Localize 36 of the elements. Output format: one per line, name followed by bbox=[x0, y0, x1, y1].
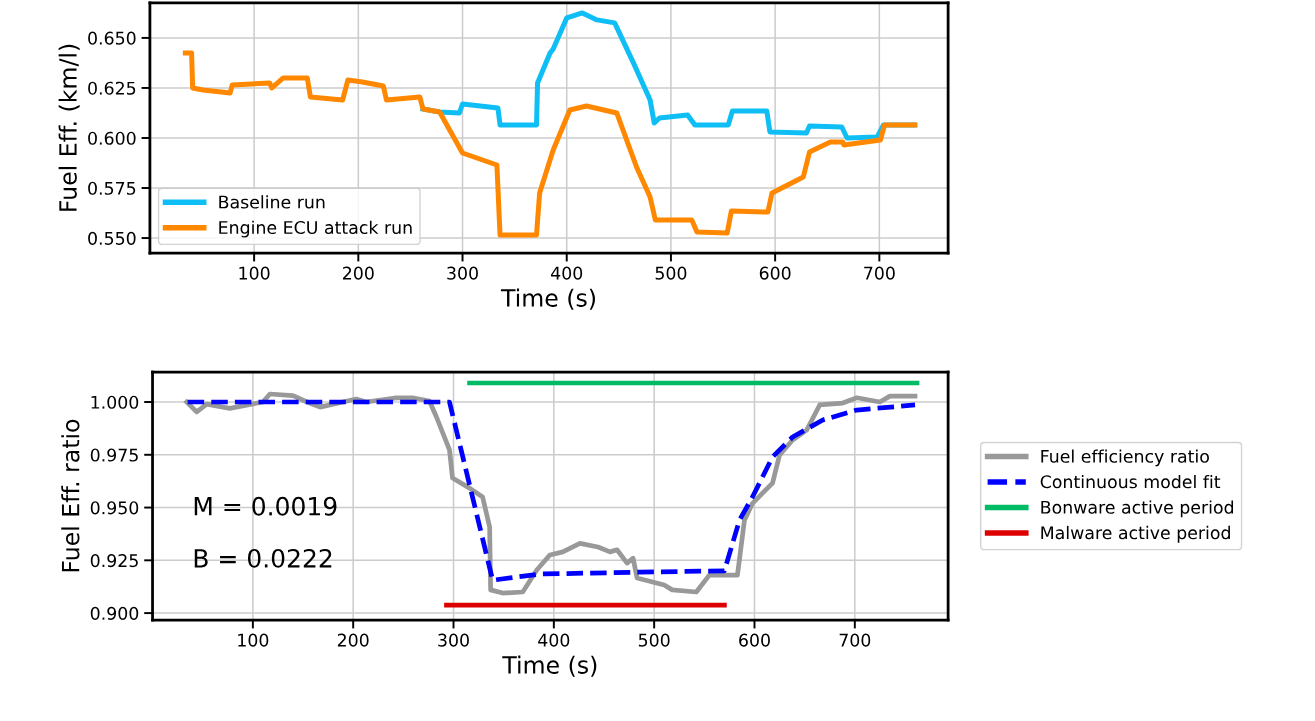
y-tick-label: 0.550 bbox=[88, 231, 136, 245]
x-tick-label: 700 bbox=[839, 633, 871, 647]
x-tick-label: 700 bbox=[864, 266, 895, 280]
x-tick-label: 400 bbox=[551, 266, 583, 280]
y-axis-title: Fuel Eff. ratio bbox=[61, 419, 80, 572]
legend-label: Engine ECU attack run bbox=[219, 220, 412, 238]
y-tick-label: 0.575 bbox=[88, 181, 136, 195]
y-tick-label: 0.950 bbox=[90, 501, 139, 515]
legend-label: Baseline run bbox=[219, 195, 325, 209]
y-tick-label: 0.650 bbox=[88, 31, 136, 45]
x-tick-label: 100 bbox=[238, 633, 269, 647]
y-tick-label: 0.925 bbox=[90, 554, 138, 568]
x-tick-label: 100 bbox=[239, 266, 270, 280]
y-tick-label: 0.900 bbox=[90, 606, 139, 620]
x-axis-title: Time (s) bbox=[502, 655, 597, 677]
annotation: M = 0.0019 bbox=[194, 496, 337, 516]
legend-label: Malware active period bbox=[1041, 525, 1230, 543]
x-axis-title: Time (s) bbox=[500, 288, 595, 310]
x-tick-label: 400 bbox=[538, 633, 570, 647]
x-tick-label: 300 bbox=[447, 266, 478, 280]
x-tick-label: 600 bbox=[739, 633, 770, 647]
x-tick-label: 600 bbox=[759, 266, 791, 280]
legend-label: Bonware active period bbox=[1041, 500, 1234, 518]
legend-label: Fuel efficiency ratio bbox=[1041, 449, 1209, 467]
x-tick-label: 500 bbox=[655, 266, 687, 280]
y-tick-label: 0.600 bbox=[88, 131, 136, 145]
y-axis-title: Fuel Eff. (km/l) bbox=[58, 44, 80, 211]
x-tick-label: 300 bbox=[438, 633, 469, 647]
y-tick-label: 0.625 bbox=[88, 81, 136, 95]
x-tick-label: 200 bbox=[337, 633, 369, 647]
x-tick-label: 500 bbox=[638, 633, 670, 647]
y-tick-label: 0.975 bbox=[90, 448, 138, 462]
y-tick-label: 1.000 bbox=[91, 395, 139, 409]
annotation: B = 0.0222 bbox=[194, 548, 332, 568]
x-tick-label: 200 bbox=[343, 266, 374, 280]
legend-label: Continuous model fit bbox=[1040, 474, 1221, 489]
